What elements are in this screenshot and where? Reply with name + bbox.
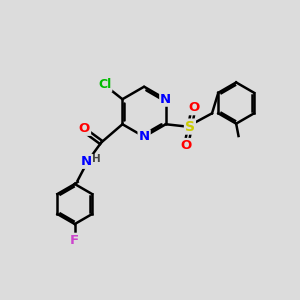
Text: O: O (180, 139, 191, 152)
Text: O: O (189, 101, 200, 114)
Text: N: N (81, 155, 92, 168)
Text: Cl: Cl (98, 78, 111, 91)
Text: H: H (92, 154, 100, 164)
Text: O: O (79, 122, 90, 135)
Text: S: S (185, 120, 195, 134)
Text: N: N (160, 93, 171, 106)
Text: N: N (139, 130, 150, 143)
Text: F: F (70, 234, 79, 247)
